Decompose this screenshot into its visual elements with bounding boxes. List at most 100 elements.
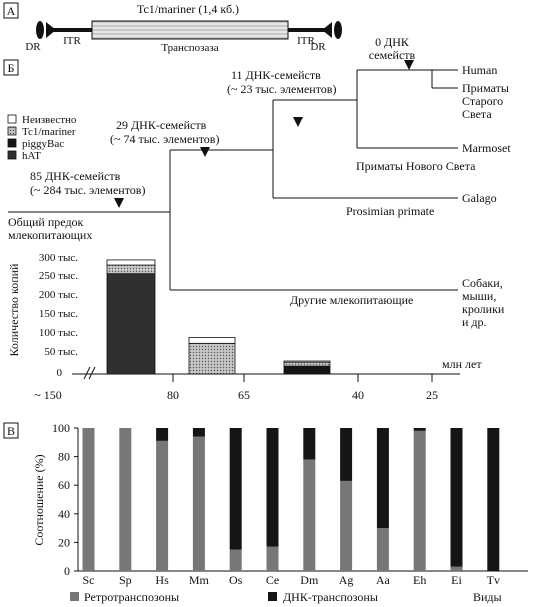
panel-b-xtick-labels: ~ 150 80 65 40 25 xyxy=(34,388,438,402)
species-label: Sp xyxy=(119,573,132,587)
panel-a: А Tc1/mariner (1,4 кб.) DR ITR Транспоза… xyxy=(3,2,342,54)
axis-break-1 xyxy=(83,366,91,380)
retro-bar xyxy=(119,428,132,571)
leaf-dogs-4: и др. xyxy=(462,315,487,329)
dna-bar xyxy=(450,428,463,567)
panel-a-letter: А xyxy=(7,4,16,18)
node-11-line2: (~ 23 тыс. элементов) xyxy=(227,82,336,96)
transposon-title: Tc1/mariner (1,4 кб.) xyxy=(137,2,239,16)
panel-c-ytick-label: 40 xyxy=(58,507,70,521)
retro-bar xyxy=(229,549,242,571)
species-label: Mm xyxy=(189,573,210,587)
leaf-old-world-3: Света xyxy=(462,107,492,121)
copy-bar-segment xyxy=(106,259,156,266)
dna-bar xyxy=(376,428,389,529)
legend-swatch-piggybac xyxy=(7,138,17,148)
left-itr-arrow xyxy=(46,22,56,38)
panel-c-letter: В xyxy=(7,424,15,438)
panel-b-ytick-labels: 300 тыс. 250 тыс. 200 тыс. 150 тыс. 100 … xyxy=(39,252,78,379)
leaf-old-world-2: Старого xyxy=(462,94,503,108)
species-label: Aa xyxy=(376,573,391,587)
species-label: Eh xyxy=(413,573,426,587)
legend-label-dna: ДНК-транспозоны xyxy=(283,590,378,604)
panel-b-xunit: млн лет xyxy=(442,357,482,371)
copy-bar-segment xyxy=(283,361,331,367)
panel-c-ytick-label: 0 xyxy=(64,564,70,578)
node-marker-11 xyxy=(293,117,303,127)
right-itr-label: ITR xyxy=(297,35,315,47)
species-label: Ei xyxy=(451,573,462,587)
panel-b: Б Неизвестно Tc1/mariner piggyBac hAT xyxy=(3,35,511,402)
node-marker-85 xyxy=(114,198,124,208)
node-0-line2: семейств xyxy=(369,48,416,62)
panel-b-xticks xyxy=(172,374,433,382)
panel-b-ytick-150: 150 тыс. xyxy=(39,308,78,320)
dna-bar xyxy=(192,428,205,437)
legend-swatch-dna xyxy=(268,592,277,601)
retro-bar xyxy=(413,430,426,571)
node-29-line1: 29 ДНК-семейств xyxy=(116,118,207,132)
panel-a-letter-box xyxy=(3,2,19,19)
leaf-dogs-3: кролики xyxy=(462,302,505,316)
leaf-marmoset: Marmoset xyxy=(462,141,511,155)
legend-swatch-hat xyxy=(7,150,17,160)
right-dr-mark xyxy=(334,21,342,39)
panel-c: В Соотношение (%) 0 20 40 60 80 100 Sc Sp Hs Mm O… xyxy=(3,421,528,604)
ancestor-line1: Общий предок xyxy=(8,215,84,229)
species-label: Sc xyxy=(83,573,95,587)
legend-label-hat: hAT xyxy=(22,150,41,162)
leaf-old-world-1: Приматы xyxy=(462,81,509,95)
left-dr-mark xyxy=(36,21,44,39)
transposase-label: Транспозаза xyxy=(161,42,218,54)
panel-b-xtick-80: 80 xyxy=(167,388,179,402)
copy-bar-segment xyxy=(283,360,331,363)
node-marker-29 xyxy=(200,147,210,157)
panel-b-ytick-250: 250 тыс. xyxy=(39,270,78,282)
panel-b-letter: Б xyxy=(8,61,15,75)
percent-bars xyxy=(82,428,500,571)
panel-b-legend: Неизвестно Tc1/mariner piggyBac hAT xyxy=(7,114,77,162)
dna-bar xyxy=(229,428,242,550)
copy-bar-segment xyxy=(283,365,331,375)
retro-bar xyxy=(82,428,95,571)
retro-bar xyxy=(376,528,389,571)
retro-bar xyxy=(192,436,205,571)
panel-b-ytick-300: 300 тыс. xyxy=(39,252,78,264)
panel-b-ytick-50: 50 тыс. xyxy=(44,346,78,358)
panel-b-xtick-150: ~ 150 xyxy=(34,388,62,402)
dna-bar xyxy=(413,428,426,431)
right-itr-arrow xyxy=(322,22,332,38)
right-dr-label: DR xyxy=(310,41,326,53)
panel-b-ytick-100: 100 тыс. xyxy=(39,327,78,339)
phylogenetic-tree xyxy=(8,69,458,291)
leaf-new-world: Приматы Нового Света xyxy=(356,159,476,173)
retro-bar xyxy=(266,546,279,571)
legend-swatch-unknown xyxy=(7,114,17,124)
leaf-galago: Galago xyxy=(462,191,497,205)
panel-c-ylabel: Соотношение (%) xyxy=(32,454,46,545)
dna-bar xyxy=(266,428,279,547)
retro-bar xyxy=(450,566,463,571)
left-dr-label: DR xyxy=(25,41,41,53)
left-itr-label: ITR xyxy=(63,35,81,47)
retro-bar xyxy=(303,459,316,571)
panel-b-xtick-65: 65 xyxy=(238,388,250,402)
panel-b-ytick-200: 200 тыс. xyxy=(39,289,78,301)
retro-bar xyxy=(340,480,353,571)
node-85-line2: (~ 284 тыс. элементов) xyxy=(30,183,145,197)
legend-swatch-tc1 xyxy=(7,126,17,136)
leaf-other-mammals: Другие млекопитающие xyxy=(290,293,413,307)
copy-bar-segment xyxy=(106,273,156,375)
copy-number-bars xyxy=(106,259,331,375)
leaf-dogs-2: мыши, xyxy=(462,289,496,303)
panel-b-ytick-0: 0 xyxy=(57,367,63,379)
node-0-line1: 0 ДНК xyxy=(375,35,410,49)
species-label: Hs xyxy=(155,573,169,587)
copy-bar-segment xyxy=(188,337,236,344)
transposase-box xyxy=(91,20,289,40)
panel-b-xtick-25: 25 xyxy=(426,388,438,402)
leaf-prosimian: Prosimian primate xyxy=(346,204,434,218)
copy-bar-segment xyxy=(106,264,156,275)
panel-c-category-labels: Sc Sp Hs Mm Os Ce Dm Ag Aa Eh Ei Tv xyxy=(83,573,500,587)
panel-c-xlabel: Виды xyxy=(473,590,502,604)
